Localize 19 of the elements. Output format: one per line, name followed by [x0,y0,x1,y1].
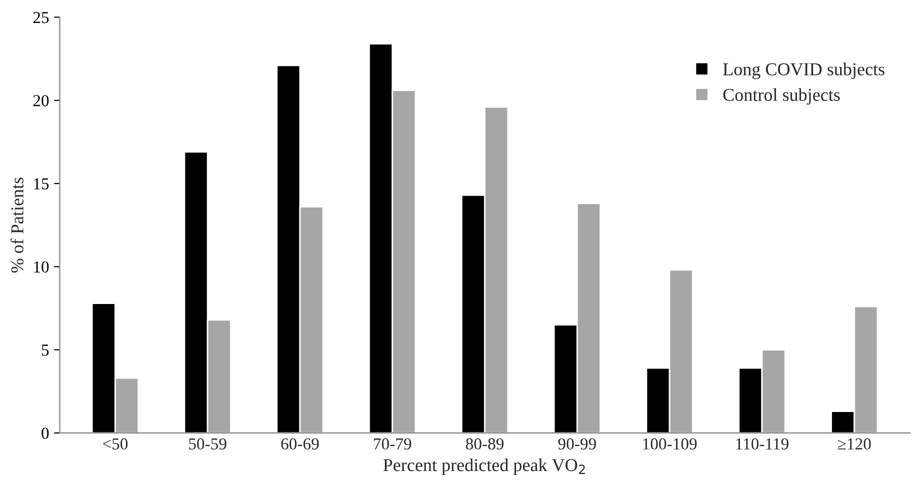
y-tick-label: 10 [34,261,49,273]
x-tick-label: 90-99 [558,438,596,450]
legend-label: Long COVID subjects [723,62,884,80]
y-tick-label: 15 [34,178,49,190]
x-tick-label: 60-69 [281,438,319,450]
y-tick-label: 20 [33,95,49,106]
x-tick-label: 80-89 [466,438,504,450]
x-tick-label: <50 [102,438,128,450]
x-tick-label: 110-119 [736,438,788,450]
y-tick-label: 25 [33,12,49,24]
x-tick-label: 70-79 [374,438,412,450]
y-tick-label: 0 [42,428,49,439]
x-tick-label: 100-109 [643,438,697,450]
y-axis-title: % of Patients [10,178,24,273]
y-tick-label: 5 [42,344,49,356]
x-tick-label: 50-59 [189,438,226,450]
x-tick-label: ≥120 [838,438,871,450]
legend-label: Control subjects [723,88,840,105]
x-axis-title: Percent predicted peak VO$_{2}$ [383,458,585,475]
